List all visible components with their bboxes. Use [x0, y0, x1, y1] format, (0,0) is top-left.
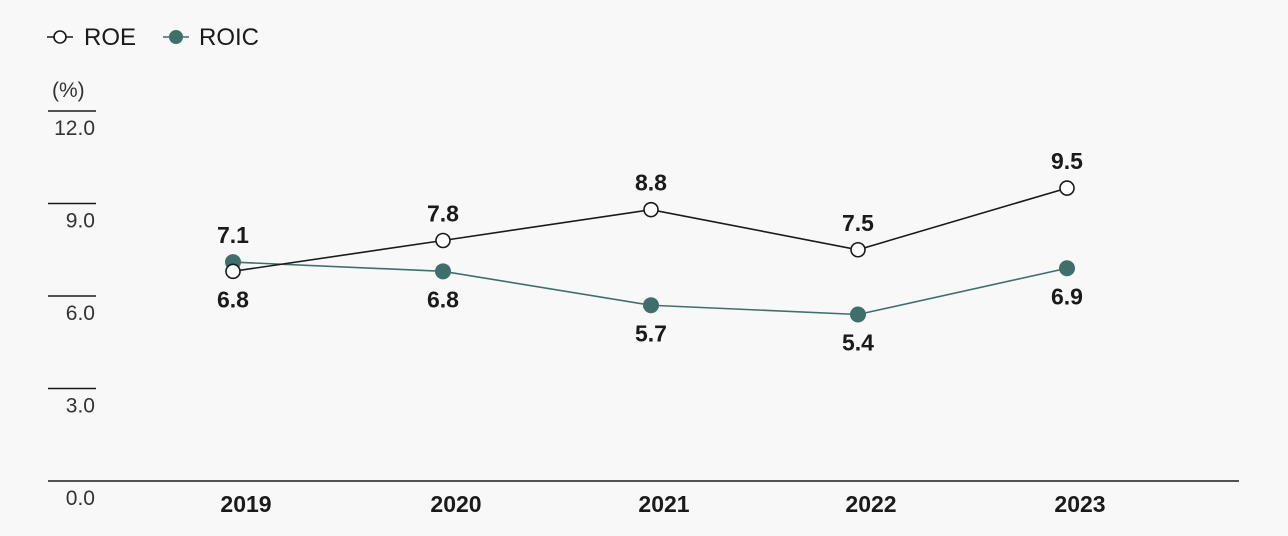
roe-data-label: 7.8 [427, 201, 459, 227]
roic-point [850, 306, 866, 323]
y-tick-label: 6.0 [66, 302, 95, 325]
legend-roe-label: ROE [84, 24, 136, 51]
legend-item-roe: ROE [47, 24, 136, 51]
roic-data-label: 5.7 [635, 320, 667, 346]
x-tick-label: 2023 [1054, 491, 1105, 517]
roic-data-label: 6.8 [427, 286, 459, 312]
roic-point [1059, 260, 1075, 277]
x-tick-label: 2019 [220, 491, 271, 517]
roe-point [643, 201, 659, 218]
y-tick-label: 12.0 [54, 117, 95, 140]
legend-roic-label: ROIC [199, 24, 259, 51]
roic-data-label: 7.1 [217, 222, 249, 248]
roe-series-line [232, 187, 1068, 273]
roe-data-label: 7.5 [842, 210, 874, 236]
y-tick-label: 9.0 [66, 210, 95, 233]
roe-point [435, 232, 451, 249]
x-tick-label: 2020 [430, 491, 481, 517]
roe-point [225, 263, 241, 280]
x-tick-label: 2022 [845, 491, 896, 517]
roe-data-label: 6.8 [217, 286, 249, 312]
legend-roic-marker [169, 30, 183, 44]
legend-item-roic: ROIC [163, 24, 259, 51]
y-tick-label: 3.0 [66, 395, 95, 418]
roic-point [435, 263, 451, 280]
y-axis-unit-label: (%) [52, 79, 85, 102]
roe-point [850, 241, 866, 258]
roic-data-label: 6.9 [1051, 283, 1083, 309]
roe-data-label: 9.5 [1051, 148, 1083, 174]
x-axis: 2019 2020 2021 2022 2023 [220, 491, 1105, 517]
roic-point [643, 297, 659, 314]
roe-point [1059, 180, 1075, 196]
roe-data-label: 8.8 [635, 170, 667, 196]
series-layer: 6.8 7.1 7.8 6.8 8.8 5.7 7.5 5.4 9.5 6.9 [217, 148, 1083, 355]
legend: ROE ROIC [47, 24, 259, 51]
y-axis: 0.0 3.0 6.0 9.0 12.0 [48, 110, 96, 510]
x-tick-label: 2021 [638, 491, 689, 517]
legend-roe-marker [53, 30, 67, 44]
roic-data-label: 5.4 [842, 330, 874, 356]
y-tick-label: 0.0 [66, 487, 95, 510]
